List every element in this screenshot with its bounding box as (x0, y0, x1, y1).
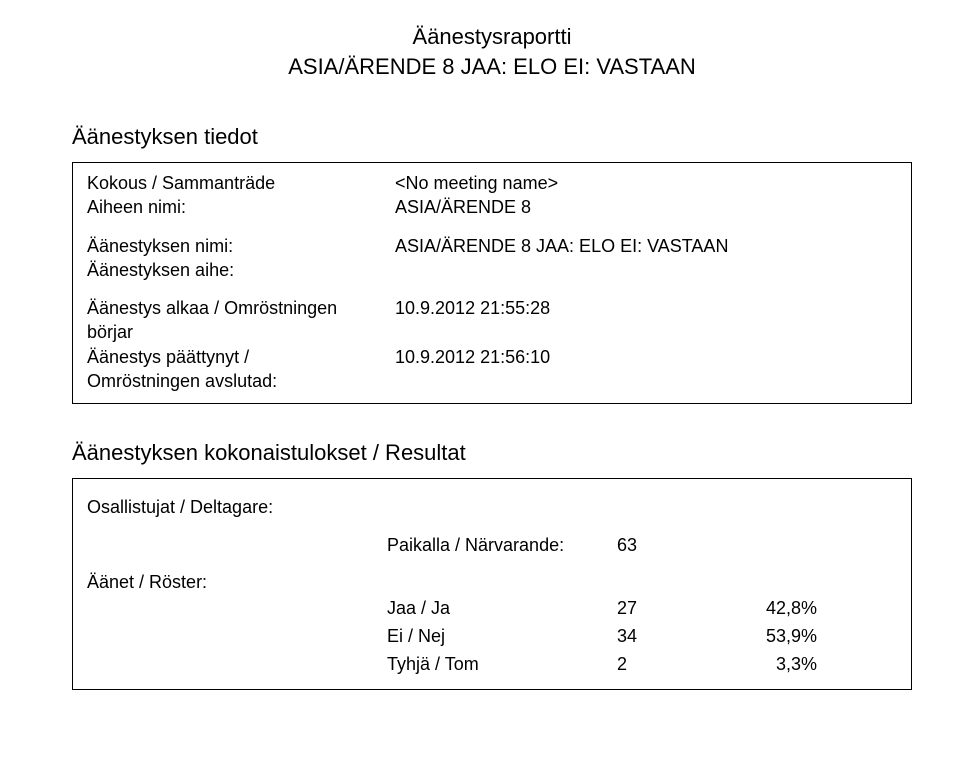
empty (395, 369, 897, 393)
vote-end-label-2: Omröstningen avslutad: (87, 369, 395, 393)
vote-end-label-1: Äänestys päättynyt / (87, 345, 395, 369)
vote-start-label-2: börjar (87, 320, 395, 344)
vote-row-ei: Ei / Nej 34 53,9% (87, 623, 897, 651)
vote-start-label-1: Äänestys alkaa / Omröstningen (87, 296, 395, 320)
vote-end-row-1: Äänestys päättynyt / 10.9.2012 21:56:10 (87, 345, 897, 369)
vote-row-tyhja-pct: 3,3% (697, 651, 817, 679)
report-subtitle: ASIA/ÄRENDE 8 JAA: ELO EI: VASTAAN (72, 54, 912, 80)
topic-name-label: Aiheen nimi: (87, 195, 395, 219)
present-value: 63 (617, 532, 697, 560)
vote-row-jaa-label: Jaa / Ja (387, 595, 617, 623)
title-area: Äänestysraportti ASIA/ÄRENDE 8 JAA: ELO … (72, 24, 912, 80)
vote-row-tyhja: Tyhjä / Tom 2 3,3% (87, 651, 897, 679)
vote-row-ei-value: 34 (617, 623, 697, 651)
meeting-label: Kokous / Sammanträde (87, 171, 395, 195)
report-title: Äänestysraportti (72, 24, 912, 50)
vote-row-jaa: Jaa / Ja 27 42,8% (87, 595, 897, 623)
empty (395, 320, 897, 344)
results-block: Paikalla / Närvarande: 63 (87, 532, 897, 560)
topic-name-row: Aiheen nimi: ASIA/ÄRENDE 8 (87, 195, 897, 219)
votes-heading: Äänet / Röster: (87, 572, 897, 593)
participants-label: Osallistujat / Deltagare: (87, 497, 897, 518)
vote-topic-label: Äänestyksen aihe: (87, 258, 395, 282)
vote-row-tyhja-label: Tyhjä / Tom (387, 651, 617, 679)
vote-name-row: Äänestyksen nimi: ASIA/ÄRENDE 8 JAA: ELO… (87, 234, 897, 258)
vote-row-ei-pct: 53,9% (697, 623, 817, 651)
vote-name-value: ASIA/ÄRENDE 8 JAA: ELO EI: VASTAAN (395, 234, 897, 258)
meeting-value: <No meeting name> (395, 171, 897, 195)
meeting-row: Kokous / Sammanträde <No meeting name> (87, 171, 897, 195)
present-row: Paikalla / Närvarande: 63 (87, 532, 897, 560)
vote-row-ei-label: Ei / Nej (387, 623, 617, 651)
section2-heading: Äänestyksen kokonaistulokset / Resultat (72, 440, 912, 466)
vote-topic-row: Äänestyksen aihe: (87, 258, 897, 282)
vote-row-jaa-pct: 42,8% (697, 595, 817, 623)
topic-name-value: ASIA/ÄRENDE 8 (395, 195, 897, 219)
vote-start-value: 10.9.2012 21:55:28 (395, 296, 897, 320)
page-container: Äänestysraportti ASIA/ÄRENDE 8 JAA: ELO … (0, 0, 960, 769)
results-box: Osallistujat / Deltagare: Paikalla / När… (72, 478, 912, 690)
present-label: Paikalla / Närvarande: (387, 532, 617, 560)
vote-start-row-2: börjar (87, 320, 897, 344)
vote-end-value: 10.9.2012 21:56:10 (395, 345, 897, 369)
section1-heading: Äänestyksen tiedot (72, 124, 912, 150)
vote-name-label: Äänestyksen nimi: (87, 234, 395, 258)
vote-row-jaa-value: 27 (617, 595, 697, 623)
vote-row-tyhja-value: 2 (617, 651, 697, 679)
vote-topic-value (395, 258, 897, 282)
vote-rows: Jaa / Ja 27 42,8% Ei / Nej 34 53,9% Tyhj… (87, 595, 897, 679)
vote-details-box: Kokous / Sammanträde <No meeting name> A… (72, 162, 912, 404)
vote-end-row-2: Omröstningen avslutad: (87, 369, 897, 393)
vote-start-row-1: Äänestys alkaa / Omröstningen 10.9.2012 … (87, 296, 897, 320)
